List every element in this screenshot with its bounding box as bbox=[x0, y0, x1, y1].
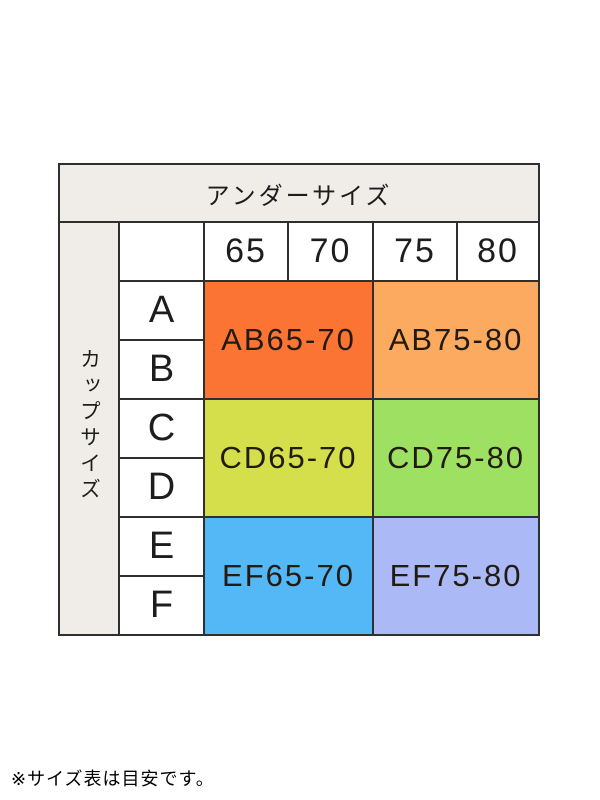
size-cell-cd65-70: CD65-70 bbox=[203, 398, 374, 518]
cup-letter-a: A bbox=[118, 280, 205, 341]
size-chart-table: アンダーサイズ カップサイズ 65 70 75 80 A AB65-70 AB7… bbox=[57, 163, 541, 636]
cup-letter-c: C bbox=[118, 398, 205, 459]
cup-letter-d: D bbox=[118, 457, 205, 518]
cup-size-header-label: カップサイズ bbox=[77, 348, 101, 504]
under-size-col-70: 70 bbox=[287, 221, 374, 282]
cup-letter-e: E bbox=[118, 516, 205, 577]
cup-size-header: カップサイズ bbox=[58, 221, 120, 636]
size-cell-ab65-70: AB65-70 bbox=[203, 280, 374, 400]
size-cell-ef65-70: EF65-70 bbox=[203, 516, 374, 636]
under-size-header: アンダーサイズ bbox=[57, 163, 541, 223]
cup-letter-f: F bbox=[118, 575, 205, 636]
cup-letter-b: B bbox=[118, 339, 205, 400]
size-cell-ef75-80: EF75-80 bbox=[371, 516, 541, 636]
corner-spacer-cell bbox=[118, 221, 205, 282]
size-cell-ab75-80: AB75-80 bbox=[371, 280, 541, 400]
size-note: ※サイズ表は目安です。 bbox=[11, 769, 215, 789]
under-size-col-80: 80 bbox=[455, 221, 541, 282]
size-cell-cd75-80: CD75-80 bbox=[371, 398, 541, 518]
under-size-col-65: 65 bbox=[203, 221, 289, 282]
under-size-col-75: 75 bbox=[372, 221, 458, 282]
